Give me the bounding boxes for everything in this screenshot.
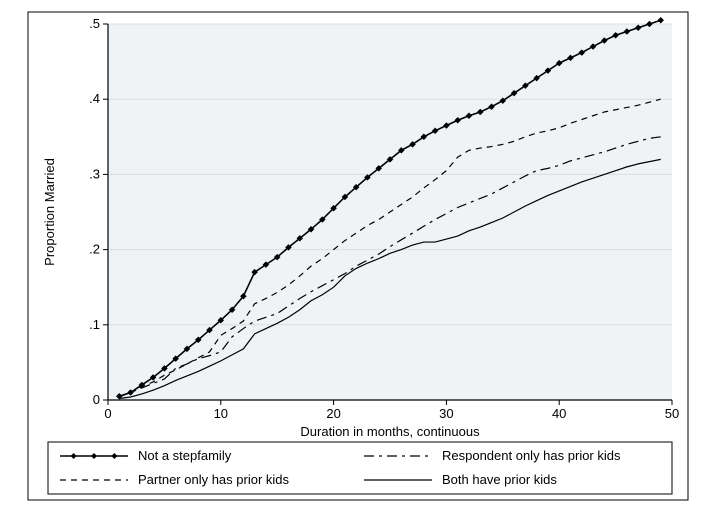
y-tick-label: 0	[93, 392, 100, 407]
x-axis-title: Duration in months, continuous	[300, 424, 480, 439]
y-tick-label: .2	[89, 242, 100, 257]
chart-svg: 0 10 20 30 40 50 0 .1 .2 .3 .4 .5 Duration in months…	[0, 0, 701, 514]
chart-container: 0 10 20 30 40 50 0 .1 .2 .3 .4 .5 Duration in months…	[0, 0, 701, 514]
y-tick-label: .3	[89, 166, 100, 181]
legend-label-respondent-only: Respondent only has prior kids	[442, 448, 621, 463]
x-tick-label: 10	[214, 406, 228, 421]
y-tick-label: .4	[89, 91, 100, 106]
x-tick-label: 50	[665, 406, 679, 421]
legend-label-partner-only: Partner only has prior kids	[138, 472, 290, 487]
marker-not-stepfamily	[658, 17, 664, 23]
y-tick-label: .5	[89, 16, 100, 31]
x-tick-label: 20	[326, 406, 340, 421]
legend-label-both: Both have prior kids	[442, 472, 557, 487]
x-tick-label: 40	[552, 406, 566, 421]
x-tick-label: 0	[104, 406, 111, 421]
x-tick-label: 30	[439, 406, 453, 421]
y-tick-label: .1	[89, 317, 100, 332]
legend-label-not-stepfamily: Not a stepfamily	[138, 448, 232, 463]
y-axis-title: Proportion Married	[42, 158, 57, 266]
